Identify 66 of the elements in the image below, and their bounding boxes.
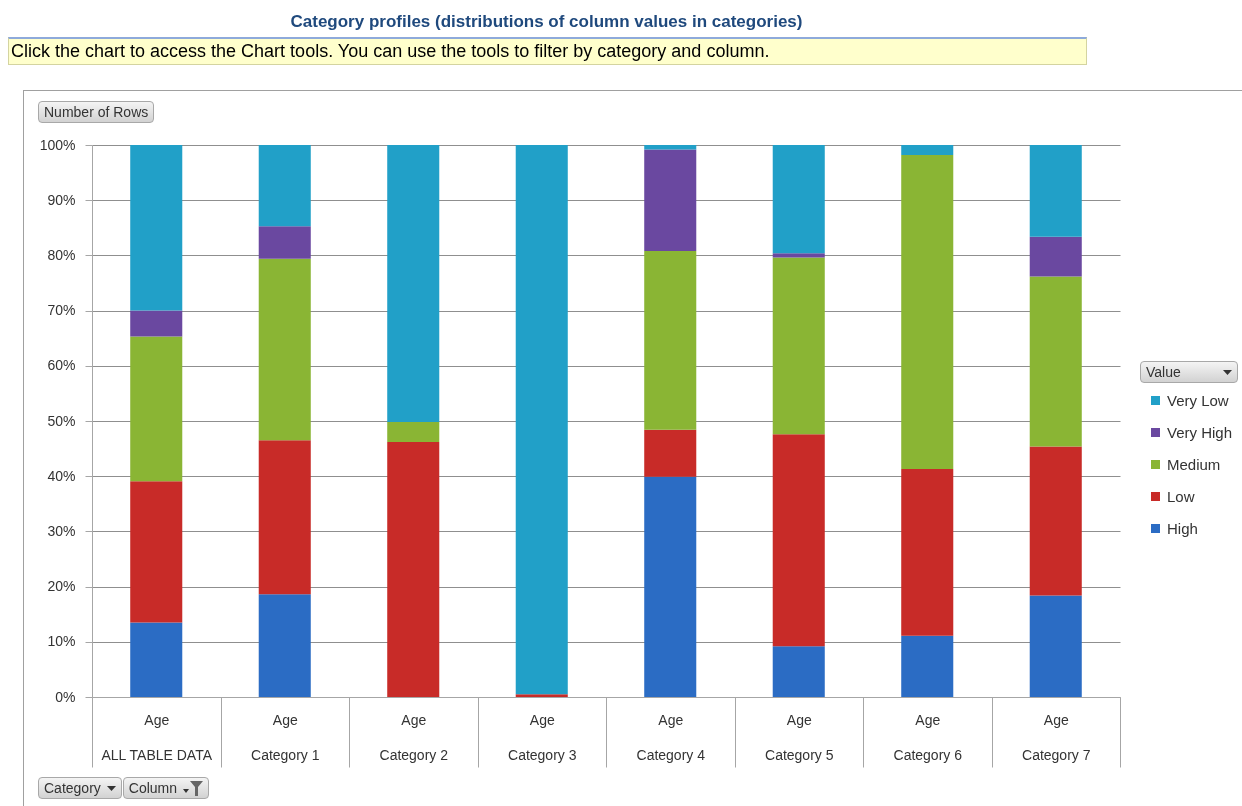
bar [901, 145, 954, 155]
bar [1029, 276, 1082, 447]
bar [258, 440, 311, 595]
bar [772, 646, 825, 697]
bar [644, 145, 697, 150]
bar [644, 250, 697, 430]
legend-label: Very High [1167, 423, 1233, 441]
field-button: Number of Rows [38, 101, 155, 123]
bar [258, 258, 311, 441]
y-tick-label: 60% [47, 357, 76, 374]
y-tick-label: 0% [55, 688, 76, 705]
bar [644, 149, 697, 251]
category-label: Age Category 4 [636, 711, 705, 763]
y-tick-label: 70% [47, 302, 76, 319]
bar [515, 145, 568, 695]
category-label: Age ALL TABLE DATA [101, 711, 212, 763]
y-tick-label: 100% [39, 136, 76, 153]
field-button: Category [38, 777, 122, 799]
bar [1029, 446, 1082, 596]
y-tick-label: 90% [47, 191, 76, 208]
category-label: Age Category 1 [251, 711, 320, 763]
y-tick-label: 30% [47, 522, 76, 539]
category-label: Age Category 6 [893, 711, 962, 763]
bar [130, 622, 183, 697]
bar [644, 429, 697, 477]
category-label: Age Category 3 [508, 711, 577, 763]
y-tick-label: 80% [47, 246, 76, 263]
bar [130, 310, 183, 337]
legend-title: Value [1146, 363, 1181, 382]
y-tick-label: 40% [47, 467, 76, 484]
bar [130, 336, 183, 482]
bar [644, 476, 697, 697]
bar [1029, 595, 1082, 697]
bar [772, 253, 825, 258]
category-label: Age Category 5 [765, 711, 834, 763]
bar [130, 481, 183, 623]
bar [258, 145, 311, 227]
bar [515, 694, 568, 697]
bar [258, 594, 311, 697]
legend-label: Low [1167, 487, 1195, 505]
legend-label: Very Low [1167, 391, 1229, 409]
bar [387, 422, 440, 442]
bar [387, 145, 440, 423]
legend-label: Medium [1167, 455, 1221, 473]
y-tick-label: 20% [47, 578, 76, 595]
bar [901, 154, 954, 470]
field-button: Column [122, 777, 210, 799]
chart-title: Category profiles (distributions of column values in categories) [289, 12, 804, 32]
bar [387, 441, 440, 697]
bar [901, 635, 954, 697]
bar [1029, 236, 1082, 277]
bar [130, 145, 183, 311]
bar [772, 145, 825, 254]
category-label: Age Category 2 [379, 711, 448, 763]
bar [772, 434, 825, 647]
bar [901, 469, 954, 636]
bar [772, 257, 825, 435]
bar [258, 226, 311, 259]
legend-label: High [1167, 519, 1198, 537]
category-label: Age Category 7 [1022, 711, 1091, 763]
field-button: Value [1140, 361, 1238, 383]
y-axis-title: Number of Rows [44, 103, 149, 122]
y-tick-label: 50% [47, 412, 76, 429]
bar [1029, 145, 1082, 237]
y-tick-label: 10% [47, 633, 76, 650]
chart-subtitle: Click the chart to access the Chart tools. You can use the tools to filter by category and column. [8, 37, 1087, 65]
